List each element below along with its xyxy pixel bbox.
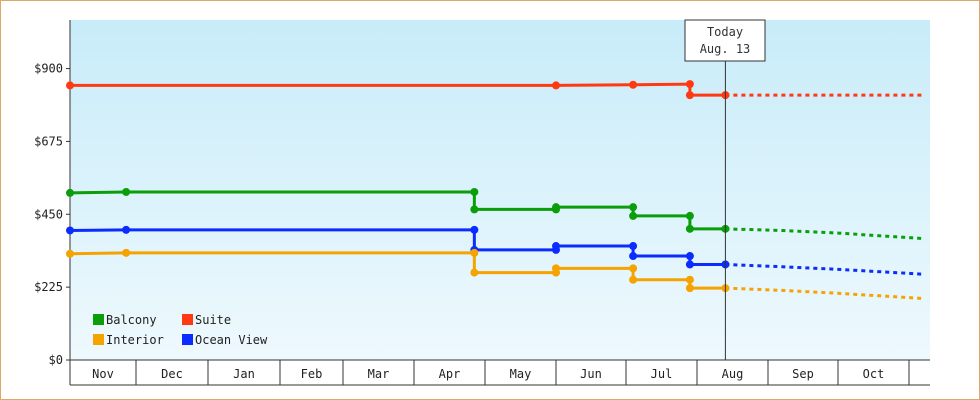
legend-swatch: [93, 334, 104, 345]
legend-label: Suite: [195, 313, 231, 327]
data-point: [122, 248, 131, 257]
data-point: [122, 187, 131, 196]
forecast-line: [725, 227, 924, 241]
x-tick-label: Jun: [580, 367, 602, 381]
x-tick-label: Feb: [301, 367, 323, 381]
legend: Balcony Suite Interior Ocean View: [93, 313, 268, 347]
today-label: Today: [707, 25, 743, 39]
x-tick-label: Aug: [722, 367, 744, 381]
data-point: [685, 260, 694, 269]
data-point: [552, 81, 560, 90]
data-point: [629, 252, 638, 261]
data-point: [552, 203, 560, 212]
data-point: [685, 80, 694, 89]
x-tick-label: Jan: [233, 367, 255, 381]
data-point: [629, 203, 638, 212]
data-point: [685, 211, 694, 220]
data-point: [685, 252, 694, 261]
data-point: [685, 284, 694, 293]
legend-label: Interior: [106, 333, 164, 347]
legend-swatch: [182, 314, 193, 325]
data-point: [629, 242, 638, 251]
legend-label: Ocean View: [195, 333, 268, 347]
x-tick-label: Mar: [368, 367, 390, 381]
data-point: [470, 225, 479, 234]
data-point: [629, 275, 638, 284]
data-point: [66, 226, 74, 235]
forecast-line: [725, 286, 924, 300]
x-tick-label: Sep: [792, 367, 814, 381]
data-point: [470, 187, 479, 196]
today-date-label: Aug. 13: [700, 42, 751, 56]
data-point: [629, 211, 638, 220]
data-point: [470, 205, 479, 214]
data-point: [685, 91, 694, 100]
x-tick-label: Nov: [92, 367, 114, 381]
data-point: [470, 248, 479, 257]
plot-area: [70, 20, 930, 360]
data-point: [629, 264, 638, 273]
y-tick-label: $675: [34, 134, 63, 148]
y-tick-label: $0: [49, 353, 63, 367]
data-point: [66, 188, 74, 197]
data-point: [66, 81, 74, 90]
data-point: [470, 268, 479, 277]
data-point: [629, 80, 638, 89]
y-tick-label: $450: [34, 207, 63, 221]
x-tick-label: Jul: [651, 367, 673, 381]
forecast-lines: [725, 93, 924, 300]
data-point: [552, 264, 560, 273]
legend-swatch: [182, 334, 193, 345]
y-tick-label: $900: [34, 62, 63, 76]
today-label-box: [684, 19, 766, 62]
x-tick-label: May: [510, 367, 532, 381]
axes: $0 $225 $450 $675 $900 Nov Dec Jan Feb Mar Apr May J…: [34, 20, 930, 386]
x-tick-label: Apr: [439, 367, 461, 381]
data-point: [685, 224, 694, 233]
legend-label: Balcony: [106, 313, 157, 327]
legend-swatch: [93, 314, 104, 325]
x-tick-label: Oct: [863, 367, 885, 381]
y-tick-label: $225: [34, 280, 63, 294]
series-lines: [66, 80, 730, 293]
data-point: [685, 275, 694, 284]
today-marker: Today Aug. 13: [684, 19, 766, 360]
x-tick-label: Dec: [161, 367, 183, 381]
data-point: [122, 225, 131, 234]
forecast-line: [725, 262, 924, 276]
data-point: [66, 249, 74, 258]
data-point: [552, 242, 560, 251]
